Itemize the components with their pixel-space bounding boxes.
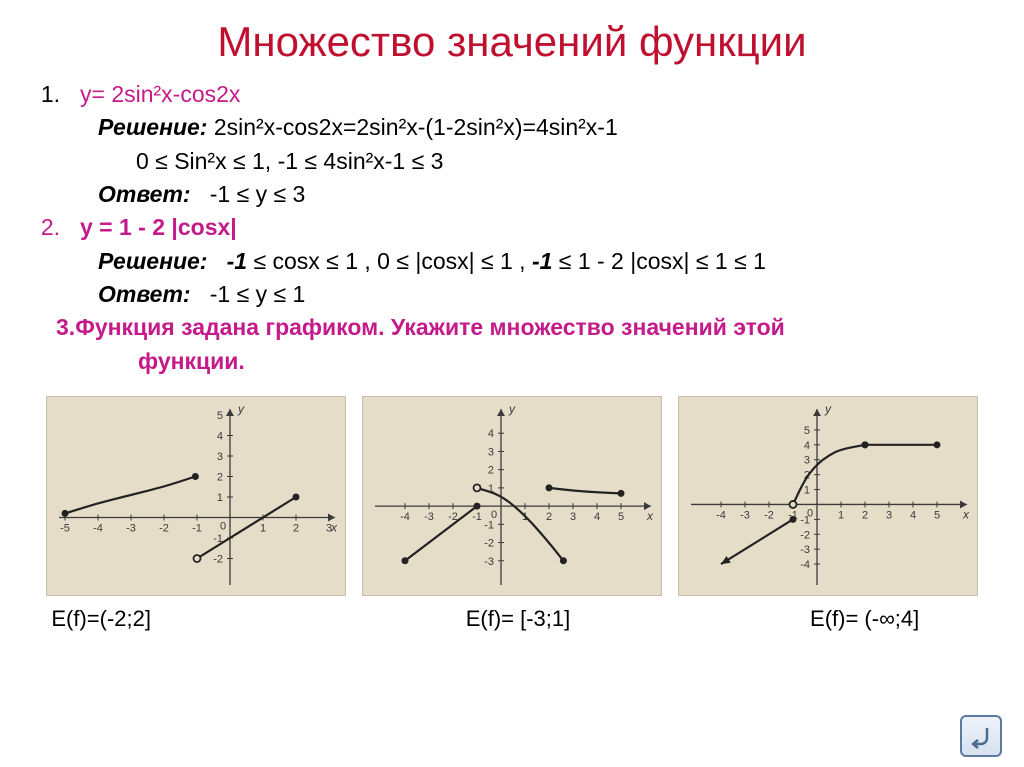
graph-answers: E(f)=(-2;2] E(f)= [-3;1] E(f)= (-∞;4] bbox=[28, 606, 996, 632]
svg-text:-1: -1 bbox=[192, 523, 202, 535]
p1-fn: y= 2sin²x-cos2x bbox=[80, 81, 240, 107]
svg-text:3: 3 bbox=[804, 455, 810, 467]
svg-text:-2: -2 bbox=[159, 523, 169, 535]
svg-text:4: 4 bbox=[217, 431, 223, 443]
p3-num: 3. bbox=[56, 314, 75, 340]
p1-answer: Ответ: -1 ≤ y ≤ 3 bbox=[28, 178, 996, 211]
svg-text:3: 3 bbox=[326, 523, 332, 535]
svg-text:4: 4 bbox=[804, 440, 810, 452]
p1-sol-text1: 2sin²x-cos2x=2sin²x-(1-2sin²x)=4sin²x-1 bbox=[214, 114, 618, 140]
graph-2: xy0-4-3-2-112345-3-2-11234 bbox=[362, 396, 662, 596]
p1-solution-line1: Решение: 2sin²x-cos2x=2sin²x-(1-2sin²x)=… bbox=[28, 111, 996, 144]
graph-3-answer: E(f)= (-∞;4] bbox=[685, 606, 985, 632]
p3-prompt-line2: функции. bbox=[28, 345, 996, 378]
svg-text:4: 4 bbox=[594, 511, 600, 523]
svg-text:1: 1 bbox=[838, 510, 844, 522]
svg-text:5: 5 bbox=[618, 511, 624, 523]
graph-1-answer: E(f)=(-2;2] bbox=[39, 606, 339, 632]
svg-text:0: 0 bbox=[220, 521, 226, 533]
p1-solution-line2: 0 ≤ Sin²x ≤ 1, -1 ≤ 4sin²x-1 ≤ 3 bbox=[28, 145, 996, 178]
svg-text:-1: -1 bbox=[484, 519, 494, 531]
svg-text:2: 2 bbox=[862, 510, 868, 522]
svg-text:5: 5 bbox=[804, 425, 810, 437]
svg-text:-2: -2 bbox=[800, 529, 810, 541]
svg-text:1: 1 bbox=[217, 492, 223, 504]
graph-2-answer: E(f)= [-3;1] bbox=[362, 606, 662, 632]
return-button[interactable] bbox=[960, 715, 1002, 757]
graph-1: xy0-5-4-3-2-1123-2-112345 bbox=[46, 396, 346, 596]
p2-function: 2.y = 1 - 2 |cosx| bbox=[28, 211, 996, 244]
p2-sol-mid: ≤ cosx ≤ 1 , 0 ≤ |cosx| ≤ 1 , bbox=[247, 248, 532, 274]
p1-sol-label: Решение: bbox=[98, 114, 207, 140]
p2-ans-label: Ответ: bbox=[98, 281, 191, 307]
svg-text:2: 2 bbox=[217, 472, 223, 484]
p1-function: 1.y= 2sin²x-cos2x bbox=[28, 78, 996, 111]
svg-text:2: 2 bbox=[293, 523, 299, 535]
svg-text:-2: -2 bbox=[213, 554, 223, 566]
p2-solution: Решение: -1 ≤ cosx ≤ 1 , 0 ≤ |cosx| ≤ 1 … bbox=[28, 245, 996, 278]
svg-text:3: 3 bbox=[886, 510, 892, 522]
p1-ans-label: Ответ: bbox=[98, 181, 191, 207]
svg-text:4: 4 bbox=[910, 510, 916, 522]
p2-answer: Ответ: -1 ≤ y ≤ 1 bbox=[28, 278, 996, 311]
p1-num: 1. bbox=[28, 78, 80, 111]
svg-text:4: 4 bbox=[488, 428, 494, 440]
svg-text:-1: -1 bbox=[800, 514, 810, 526]
p2-num: 2. bbox=[28, 211, 80, 244]
svg-text:-3: -3 bbox=[740, 510, 750, 522]
content-body: 1.y= 2sin²x-cos2x Решение: 2sin²x-cos2x=… bbox=[0, 78, 1024, 632]
p2-sol-post: ≤ 1 - 2 |cosx| ≤ 1 ≤ 1 bbox=[552, 248, 765, 274]
svg-text:-1: -1 bbox=[472, 511, 482, 523]
svg-text:-4: -4 bbox=[716, 510, 726, 522]
p2-fn: y = 1 - 2 |cosx| bbox=[80, 214, 237, 240]
svg-text:3: 3 bbox=[217, 451, 223, 463]
svg-text:-3: -3 bbox=[126, 523, 136, 535]
svg-text:-3: -3 bbox=[800, 544, 810, 556]
svg-text:y: y bbox=[824, 402, 832, 416]
svg-text:5: 5 bbox=[217, 410, 223, 422]
svg-text:-5: -5 bbox=[60, 523, 70, 535]
p2-sol-label: Решение: bbox=[98, 248, 207, 274]
return-icon bbox=[967, 722, 995, 750]
graph-3: xy0-4-3-2-112345-4-3-2-112345 bbox=[678, 396, 978, 596]
svg-text:5: 5 bbox=[934, 510, 940, 522]
p2-ans-text: -1 ≤ y ≤ 1 bbox=[210, 281, 306, 307]
svg-text:-2: -2 bbox=[484, 538, 494, 550]
svg-text:1: 1 bbox=[804, 485, 810, 497]
svg-text:-3: -3 bbox=[424, 511, 434, 523]
p2-sol-pre: -1 bbox=[227, 248, 247, 274]
svg-text:-4: -4 bbox=[800, 559, 810, 571]
svg-text:2: 2 bbox=[488, 465, 494, 477]
svg-text:3: 3 bbox=[570, 511, 576, 523]
svg-text:x: x bbox=[962, 508, 970, 522]
p1-ans-text: -1 ≤ y ≤ 3 bbox=[210, 181, 306, 207]
p3-text1: Функция задана графиком. Укажите множест… bbox=[75, 314, 785, 340]
svg-text:2: 2 bbox=[546, 511, 552, 523]
svg-text:1: 1 bbox=[260, 523, 266, 535]
svg-text:3: 3 bbox=[488, 447, 494, 459]
svg-text:x: x bbox=[646, 509, 654, 523]
svg-text:y: y bbox=[237, 402, 245, 416]
svg-text:-4: -4 bbox=[93, 523, 103, 535]
svg-text:-2: -2 bbox=[764, 510, 774, 522]
graphs-row: xy0-5-4-3-2-1123-2-112345 xy0-4-3-2-1123… bbox=[28, 396, 996, 596]
p3-prompt-line1: 3.Функция задана графиком. Укажите множе… bbox=[28, 311, 996, 344]
svg-text:y: y bbox=[508, 402, 516, 416]
page-title: Множество значений функции bbox=[0, 0, 1024, 78]
svg-text:-3: -3 bbox=[484, 556, 494, 568]
p2-sol-b2: -1 bbox=[532, 248, 552, 274]
svg-text:-4: -4 bbox=[400, 511, 410, 523]
